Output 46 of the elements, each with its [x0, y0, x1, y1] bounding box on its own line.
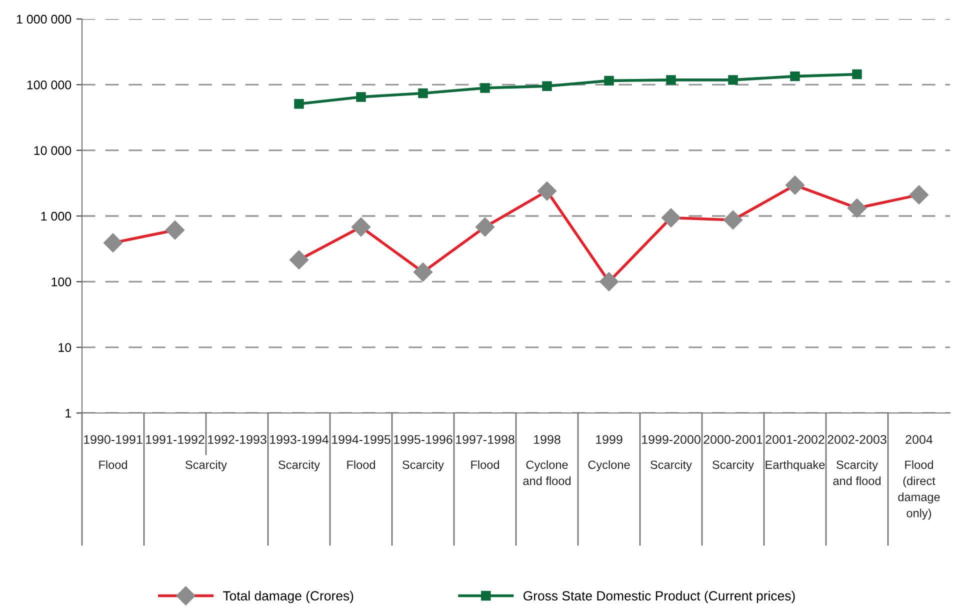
- y-tick-label: 100: [52, 277, 72, 286]
- text: Scarcity and flood: [833, 460, 881, 486]
- point: [480, 83, 490, 93]
- point: [666, 75, 676, 85]
- x-tick-label: 1997-1998: [456, 435, 514, 444]
- text: Scarcity: [650, 460, 692, 472]
- x-tick-label: 1992-1993: [208, 435, 266, 444]
- text: Scarcity: [278, 460, 320, 472]
- text: Scarcity: [402, 460, 444, 472]
- text: Scarcity: [712, 460, 754, 472]
- text: Scarcity: [186, 460, 227, 472]
- x-tick-label: 1993-1994: [270, 435, 329, 444]
- text: Flood: [99, 460, 128, 469]
- text: Cyclone: [588, 460, 630, 472]
- point: [728, 75, 738, 85]
- x-tick-label: 1999-2000: [642, 435, 700, 444]
- x-tick-label: 1994-1995: [332, 435, 390, 444]
- point: [418, 88, 428, 98]
- x-tick-label: 1998: [534, 435, 560, 444]
- y-tick-label: 100 000: [27, 80, 72, 90]
- y-tick-label: 1: [66, 408, 71, 418]
- point: [356, 92, 366, 102]
- legend-label: Total damage (Crores): [223, 590, 354, 604]
- point: [604, 76, 614, 86]
- text: Cyclone and flood: [523, 460, 571, 486]
- x-tick-label: 1995-1996: [394, 435, 452, 444]
- point: [852, 69, 862, 80]
- text: Flood: [347, 460, 376, 469]
- text: Earthquake: [766, 460, 825, 472]
- x-tick-label: 1990-1991: [84, 435, 142, 444]
- y-tick-label: 1 000: [41, 212, 72, 221]
- y-tick-label: 1 000 000: [16, 14, 72, 24]
- text: Flood (direct damage only): [898, 460, 940, 520]
- point: [294, 99, 304, 109]
- x-tick-label: 2002-2003: [828, 435, 886, 444]
- point: [790, 71, 800, 82]
- y-tick-label: 10 000: [34, 146, 72, 155]
- x-tick-label: 2001-2002: [766, 435, 824, 444]
- x-tick-label: 1991-1992: [146, 435, 204, 444]
- point: [542, 81, 552, 91]
- x-tick-label: 2004: [906, 435, 933, 444]
- x-tick-label: 2000-2001: [704, 435, 762, 444]
- text: Flood: [471, 460, 500, 469]
- y-tick-label: 10: [58, 343, 72, 352]
- x-tick-label: 1999: [596, 435, 622, 444]
- legend-label: Gross State Domestic Product (Current prices): [524, 590, 795, 604]
